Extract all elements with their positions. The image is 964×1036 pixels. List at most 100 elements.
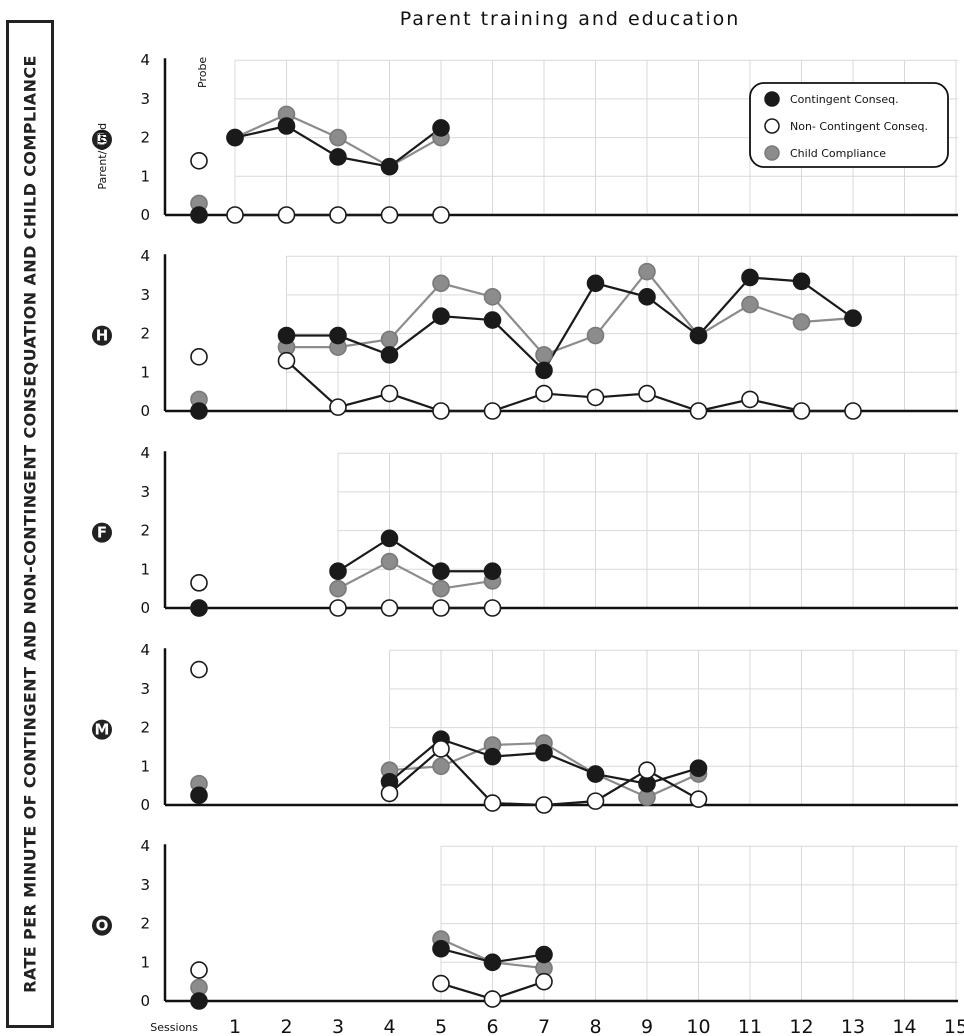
legend-marker [764, 145, 780, 161]
y-tick-label: 0 [140, 402, 150, 420]
probe-point-contingent-F [190, 599, 208, 617]
probe-point-non_contingent-H [190, 348, 208, 366]
data-point-non_contingent-M [432, 740, 450, 758]
data-point-contingent-B [432, 119, 450, 137]
data-point-contingent-O [483, 953, 502, 972]
data-point-compliance-B [329, 128, 347, 147]
y-tick-label: 2 [140, 915, 150, 933]
series-line-contingent-H [286, 276, 854, 373]
data-point-non_contingent-M [586, 792, 605, 810]
y-tick-label: 0 [140, 206, 150, 224]
grid-panel-F [337, 452, 958, 608]
data-point-contingent-O [432, 939, 450, 958]
data-point-compliance-F [329, 579, 347, 598]
data-point-non_contingent-H [535, 384, 553, 403]
data-point-contingent-H [329, 326, 347, 345]
y-tick-label: 4 [140, 444, 150, 462]
y-tick-label: 4 [140, 51, 150, 69]
probe-point-non_contingent-B [190, 152, 208, 170]
data-point-non_contingent-O [535, 972, 553, 991]
data-point-compliance-M [432, 757, 450, 776]
y-tick-label: 1 [140, 167, 150, 185]
probe-point-non_contingent-M [190, 660, 208, 679]
grid-panel-M [389, 649, 958, 805]
x-tick-label: 9 [641, 1016, 653, 1036]
data-point-non_contingent-M [689, 790, 708, 808]
legend-box [749, 82, 949, 168]
y-tick-label: 3 [140, 876, 150, 894]
parent-child-label: Parent/Child [96, 123, 109, 190]
data-point-compliance-F [432, 579, 450, 598]
x-tick-label: 7 [538, 1016, 550, 1036]
data-point-non_contingent-M [535, 796, 553, 814]
y-tick-label: 1 [140, 953, 150, 971]
y-tick-label: 4 [140, 247, 150, 265]
data-point-non_contingent-H [741, 390, 759, 409]
y-tick-label: 0 [140, 796, 150, 814]
data-point-non_contingent-O [483, 990, 502, 1008]
y-tick-label: 3 [140, 483, 150, 501]
data-point-non_contingent-B [432, 206, 450, 224]
probe-point-contingent-O [190, 992, 208, 1010]
x-tick-label: 14 [892, 1016, 916, 1036]
data-point-non_contingent-F [380, 599, 399, 617]
participant-badge-letter: H [96, 327, 109, 345]
participant-badge-B [92, 129, 112, 150]
x-tick-label: 6 [486, 1016, 498, 1036]
data-point-compliance-H [638, 262, 656, 281]
x-tick-label: 15 [944, 1016, 964, 1036]
data-point-contingent-H [432, 307, 450, 325]
x-tick-label: 5 [435, 1016, 447, 1036]
data-point-contingent-F [329, 562, 347, 581]
series-line-compliance-F [337, 560, 493, 590]
data-point-contingent-H [483, 311, 502, 329]
data-point-contingent-O [535, 945, 553, 964]
data-point-contingent-M [689, 759, 708, 778]
data-point-non_contingent-H [844, 402, 862, 420]
participant-badge-F [92, 522, 112, 543]
data-point-contingent-H [741, 268, 759, 287]
data-point-contingent-H [586, 274, 605, 293]
probe-point-contingent-H [190, 402, 208, 420]
participant-badge-letter: B [96, 131, 107, 149]
data-point-non_contingent-F [483, 599, 502, 617]
participant-badge-letter: M [95, 721, 110, 739]
y-axis-label-box [6, 20, 54, 1028]
x-tick-label: 4 [383, 1016, 395, 1036]
x-tick-label: 10 [686, 1016, 710, 1036]
data-point-non_contingent-B [329, 206, 347, 224]
legend-entry-label: Child Compliance [790, 147, 886, 160]
x-tick-label: 11 [738, 1016, 762, 1036]
legend-entry-label: Contingent Conseq. [790, 93, 899, 106]
x-axis-label: Sessions [150, 1021, 198, 1034]
data-point-non_contingent-M [483, 794, 502, 812]
y-tick-label: 2 [140, 719, 150, 737]
data-point-compliance-H [483, 288, 502, 306]
data-point-non_contingent-B [277, 206, 296, 224]
data-point-compliance-F [380, 552, 399, 571]
data-point-compliance-H [535, 346, 553, 364]
data-point-contingent-M [483, 747, 502, 766]
y-tick-label: 2 [140, 129, 150, 147]
legend-marker [764, 118, 780, 134]
data-point-non_contingent-H [432, 402, 450, 420]
x-tick-label: 1 [229, 1016, 241, 1036]
legend-marker [764, 91, 780, 107]
x-tick-label: 2 [280, 1016, 292, 1036]
data-point-contingent-H [792, 272, 811, 291]
data-point-contingent-B [329, 148, 347, 166]
data-point-non_contingent-B [380, 206, 399, 224]
participant-badge-letter: O [96, 917, 109, 935]
y-tick-label: 3 [140, 680, 150, 698]
data-point-compliance-H [586, 326, 605, 345]
y-tick-label: 1 [140, 757, 150, 775]
data-point-non_contingent-H [483, 402, 502, 420]
data-point-contingent-F [432, 562, 450, 581]
data-point-non_contingent-H [586, 388, 605, 407]
data-point-contingent-F [483, 562, 502, 581]
x-tick-label: 13 [841, 1016, 865, 1036]
data-point-non_contingent-B [226, 206, 244, 224]
y-tick-label: 0 [140, 992, 150, 1010]
y-tick-label: 0 [140, 599, 150, 617]
legend-entry-label: Non- Contingent Conseq. [790, 120, 928, 133]
